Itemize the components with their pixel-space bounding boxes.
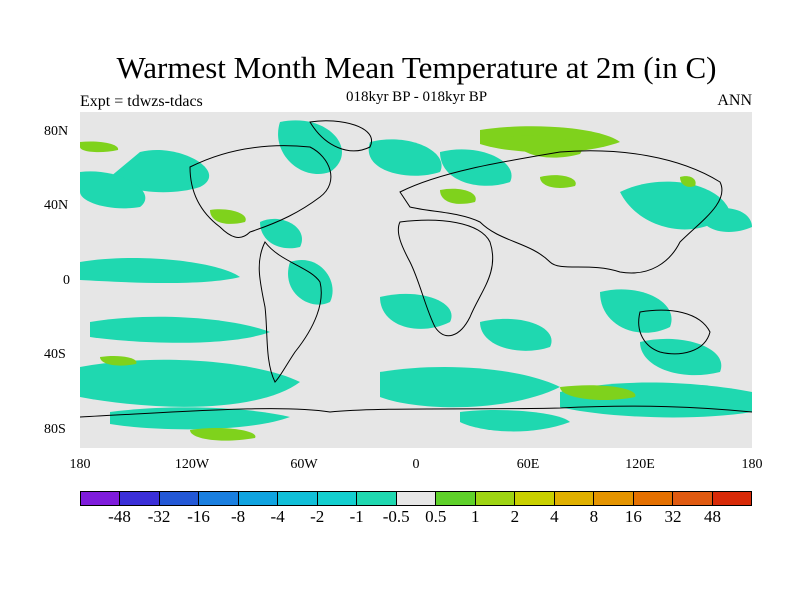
experiment-label: Expt = tdwzs-tdacs bbox=[80, 93, 203, 110]
legend-label: -2 bbox=[310, 507, 325, 526]
plot-subtitle: 018kyr BP - 018kyr BP bbox=[345, 89, 488, 105]
legend-swatch bbox=[158, 491, 199, 506]
legend-swatch bbox=[553, 491, 594, 506]
lon-label-0: 0 bbox=[412, 457, 420, 472]
legend-swatch bbox=[80, 491, 120, 506]
coastlines bbox=[80, 120, 752, 418]
legend-swatch bbox=[198, 491, 238, 506]
legend-label: 32 bbox=[664, 507, 682, 526]
lon-label-60e: 60E bbox=[516, 457, 540, 472]
legend-swatch bbox=[474, 491, 515, 506]
season-label: ANN bbox=[717, 92, 752, 109]
lon-label-180w: 180 bbox=[69, 457, 91, 472]
legend-swatch bbox=[632, 491, 673, 506]
legend-swatch bbox=[356, 491, 396, 506]
legend-swatch bbox=[435, 491, 475, 506]
legend-swatch bbox=[672, 491, 712, 506]
legend-label: 48 bbox=[703, 507, 721, 526]
plot-title: Warmest Month Mean Temperature at 2m (in… bbox=[116, 50, 717, 85]
lat-label-40n: 40N bbox=[44, 198, 69, 213]
temperature-map bbox=[80, 112, 752, 448]
legend-label: 16 bbox=[624, 507, 642, 526]
lon-label-120e: 120E bbox=[625, 457, 655, 472]
color-legend bbox=[80, 491, 752, 506]
lat-label-40s: 40S bbox=[44, 347, 66, 362]
legend-swatch bbox=[514, 491, 554, 506]
legend-swatch bbox=[316, 491, 357, 506]
legend-swatch bbox=[711, 491, 752, 506]
legend-label: -1 bbox=[349, 507, 364, 526]
legend-label: 1 bbox=[471, 507, 480, 526]
legend-label: -4 bbox=[270, 507, 285, 526]
lon-label-60w: 60W bbox=[290, 457, 318, 472]
legend-swatch bbox=[593, 491, 633, 506]
legend-label: 4 bbox=[550, 507, 559, 526]
legend-swatch bbox=[277, 491, 317, 506]
legend-swatch bbox=[395, 491, 436, 506]
legend-label: -8 bbox=[231, 507, 246, 526]
legend-label: -16 bbox=[187, 507, 210, 526]
lat-label-80n: 80N bbox=[44, 124, 69, 139]
legend-label: -32 bbox=[147, 507, 171, 526]
legend-label: 0.5 bbox=[425, 507, 447, 526]
lat-label-equator: 0 bbox=[63, 273, 70, 288]
legend-swatch bbox=[237, 491, 278, 506]
legend-label: -0.5 bbox=[382, 507, 410, 526]
lat-label-80s: 80S bbox=[44, 422, 66, 437]
legend-label: 2 bbox=[510, 507, 520, 526]
lon-label-180e: 180 bbox=[741, 457, 763, 472]
legend-swatch bbox=[119, 491, 159, 506]
lon-label-120w: 120W bbox=[174, 457, 210, 472]
map-canvas bbox=[80, 120, 752, 441]
legend-label: -48 bbox=[108, 507, 131, 526]
legend-label: 8 bbox=[589, 507, 599, 526]
warm-anomaly-patches bbox=[80, 126, 696, 441]
